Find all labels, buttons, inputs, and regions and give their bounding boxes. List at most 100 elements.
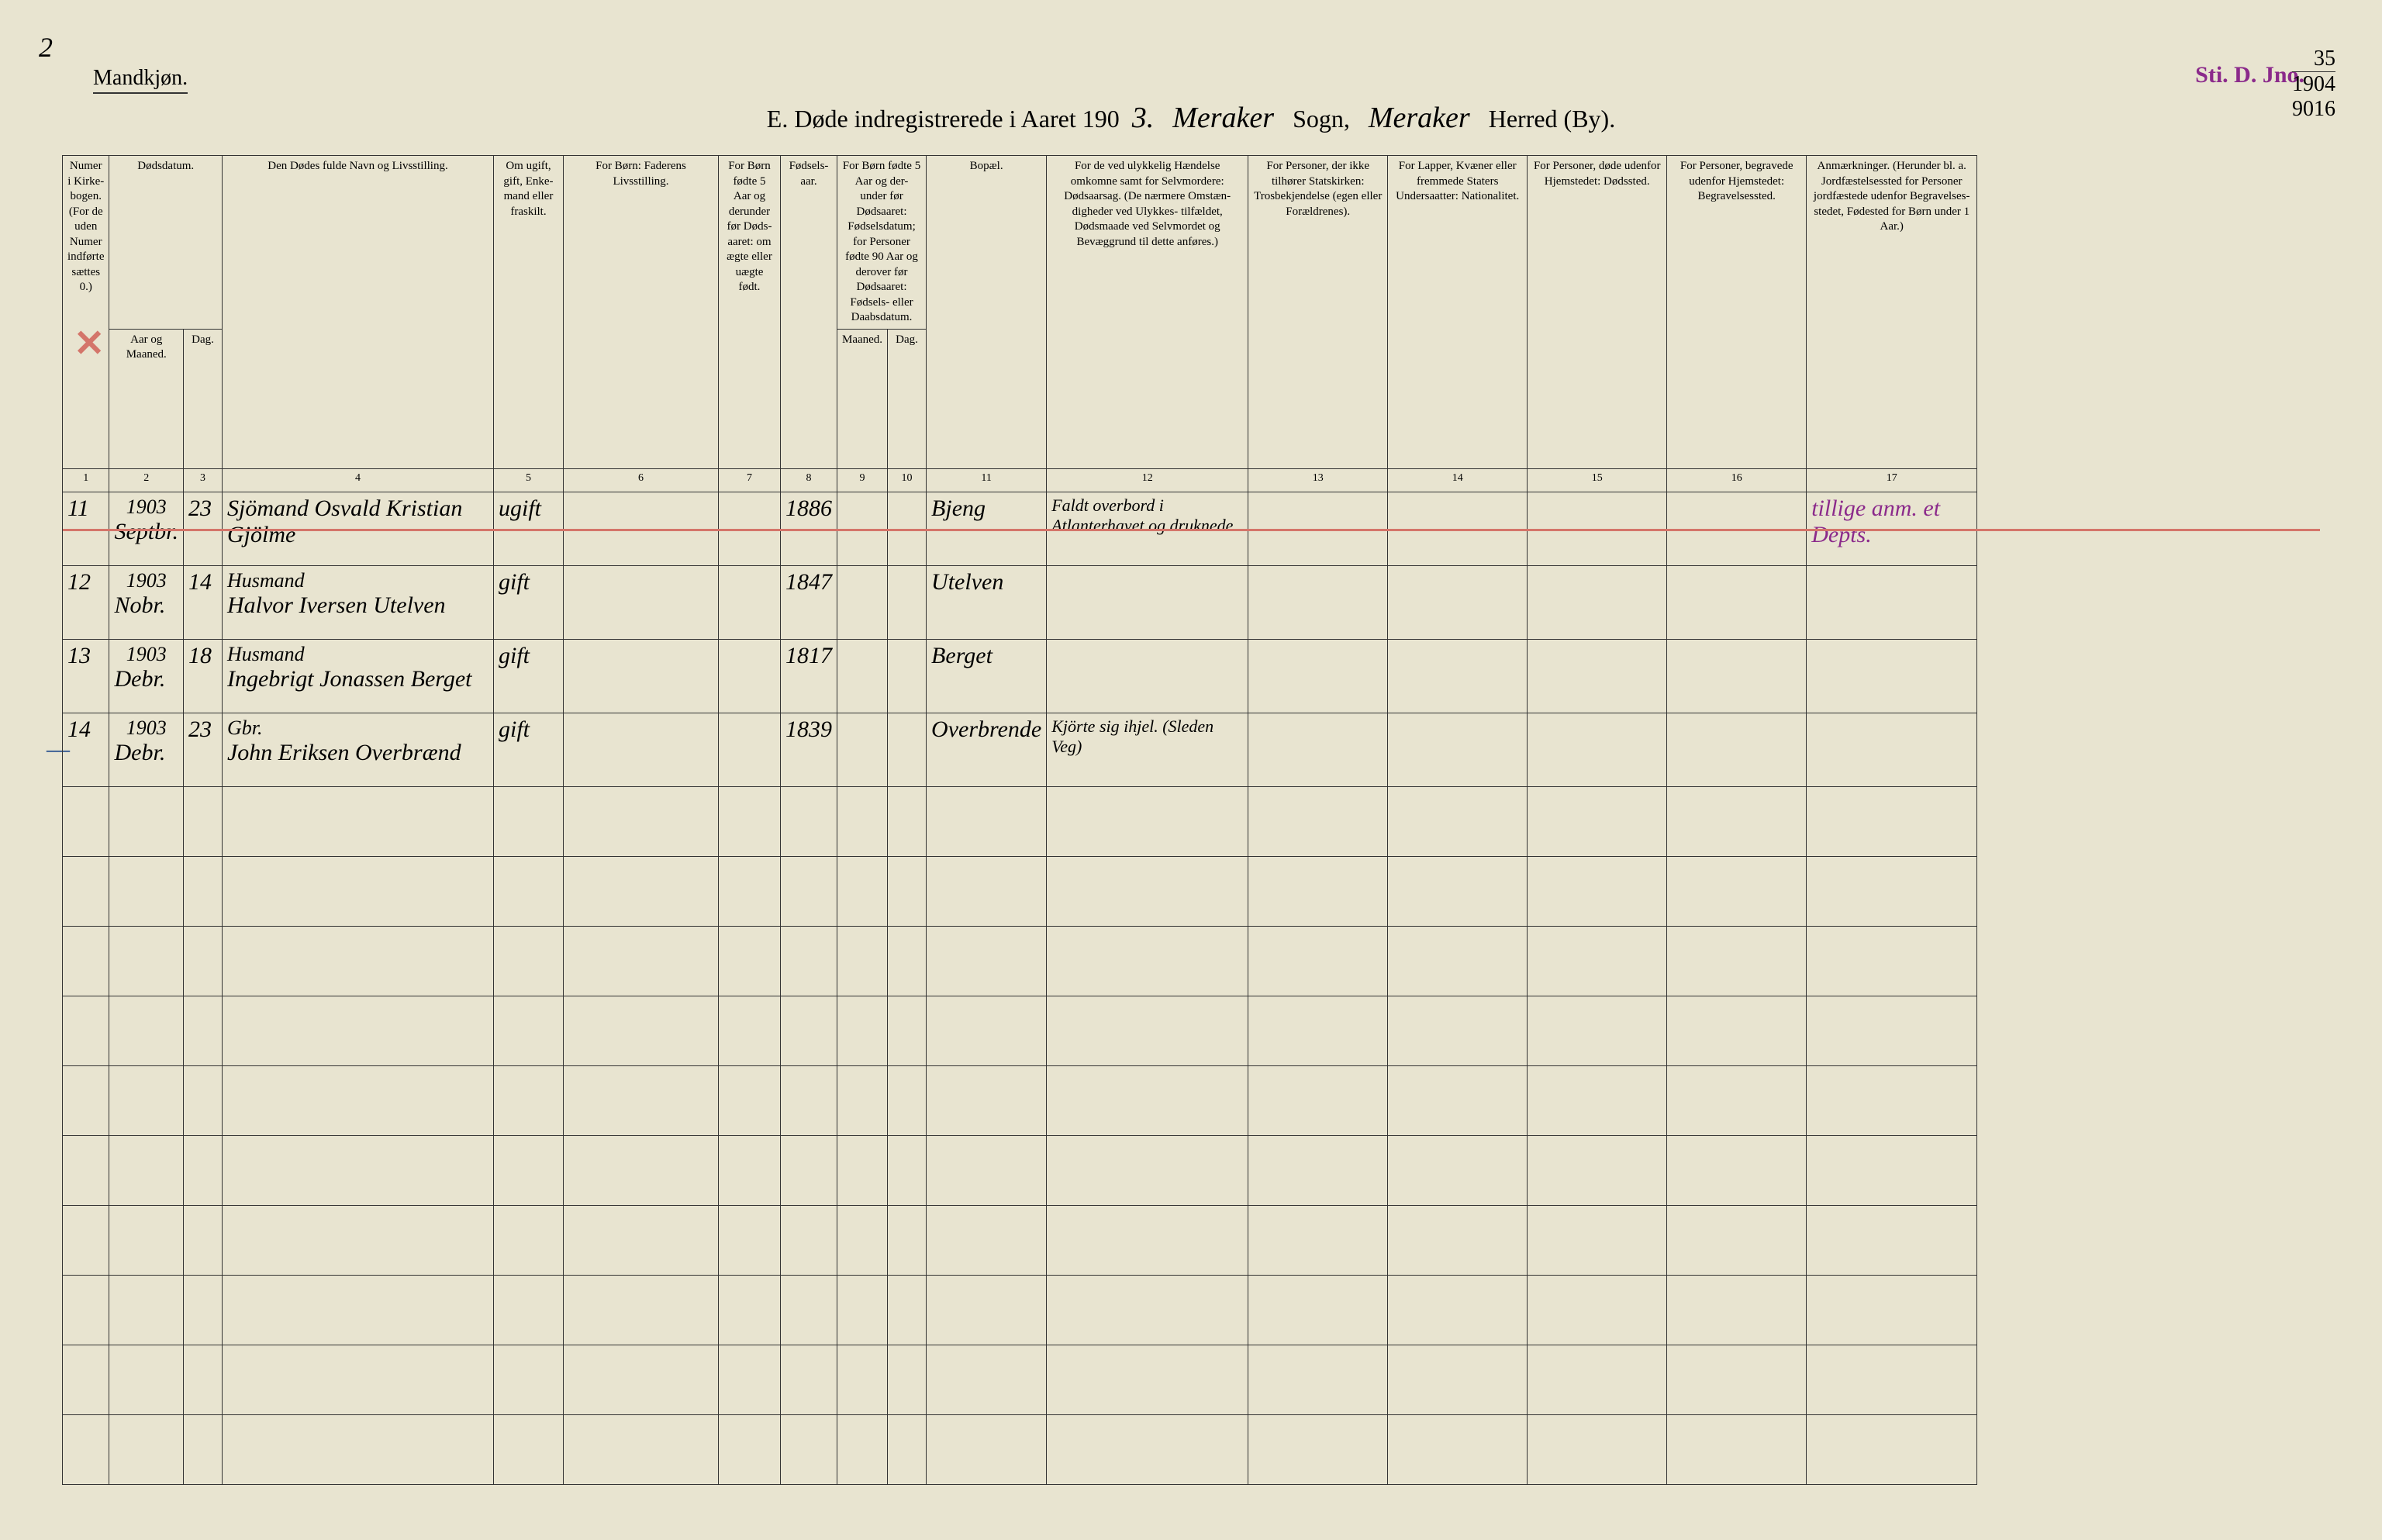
colnum: 17 bbox=[1807, 468, 1977, 492]
empty-cell bbox=[222, 926, 493, 996]
cell-num: 14 bbox=[63, 713, 109, 786]
empty-cell bbox=[493, 1065, 563, 1135]
empty-cell bbox=[1667, 856, 1807, 926]
header-birthyear: Fødsels- aar. bbox=[780, 156, 837, 469]
empty-cell bbox=[1667, 1065, 1807, 1135]
header-bday: Dag. bbox=[888, 329, 927, 468]
cell-burialplace bbox=[1667, 565, 1807, 639]
empty-cell bbox=[1248, 786, 1388, 856]
empty-cell bbox=[1248, 856, 1388, 926]
empty-row bbox=[63, 1205, 2320, 1275]
empty-cell bbox=[1667, 996, 1807, 1065]
cell-bday bbox=[888, 713, 927, 786]
cell-bmonth bbox=[837, 565, 887, 639]
empty-cell bbox=[1667, 926, 1807, 996]
table-row: 121903Nobr.14HusmandHalvor Iversen Utelv… bbox=[63, 565, 2320, 639]
empty-cell bbox=[1807, 856, 1977, 926]
colnum: 1 bbox=[63, 468, 109, 492]
cell-day: 14 bbox=[183, 565, 222, 639]
empty-cell bbox=[183, 926, 222, 996]
empty-cell bbox=[109, 856, 184, 926]
empty-cell bbox=[563, 1414, 718, 1484]
empty-cell bbox=[1388, 856, 1528, 926]
empty-cell bbox=[1528, 1065, 1667, 1135]
header-marital: Om ugift, gift, Enke- mand eller fraskil… bbox=[493, 156, 563, 469]
cell-birthtype bbox=[718, 639, 780, 713]
empty-cell bbox=[1528, 856, 1667, 926]
cell-remarks: tillige anm. et Depts. bbox=[1807, 492, 1977, 565]
empty-cell bbox=[493, 1135, 563, 1205]
cell-name: HusmandHalvor Iversen Utelven bbox=[222, 565, 493, 639]
cell-bday bbox=[888, 639, 927, 713]
column-number-row: 1 2 3 4 5 6 7 8 9 10 11 12 13 14 15 16 1… bbox=[63, 468, 2320, 492]
header-father: For Børn: Faderens Livsstilling. bbox=[563, 156, 718, 469]
table-body: 111903Septbr.23Sjömand Osvald Kristian G… bbox=[63, 492, 2320, 1484]
empty-row bbox=[63, 926, 2320, 996]
table-row: 131903Debr.18HusmandIngebrigt Jonassen B… bbox=[63, 639, 2320, 713]
stamp-numbers: 35 1904 9016 bbox=[2292, 47, 2335, 122]
cell-birthtype bbox=[718, 713, 780, 786]
empty-cell bbox=[222, 1205, 493, 1275]
title-row: E. Døde indregistrerede i Aaret 190 3. Me… bbox=[16, 101, 2366, 135]
empty-cell bbox=[1388, 1345, 1528, 1414]
empty-cell bbox=[1807, 1345, 1977, 1414]
header-birthdate: For Børn fødte 5 Aar og der- under før D… bbox=[837, 156, 926, 330]
empty-cell bbox=[1248, 1205, 1388, 1275]
empty-cell bbox=[888, 786, 927, 856]
header-num: Numer i Kirke- bogen. (For de uden Numer… bbox=[63, 156, 109, 469]
header-birthtype: For Børn fødte 5 Aar og derunder før Død… bbox=[718, 156, 780, 469]
colnum: 6 bbox=[563, 468, 718, 492]
empty-cell bbox=[888, 1414, 927, 1484]
empty-cell bbox=[837, 1135, 887, 1205]
colnum: 10 bbox=[888, 468, 927, 492]
empty-cell bbox=[888, 996, 927, 1065]
cell-remarks bbox=[1807, 639, 1977, 713]
cell-day: 23 bbox=[183, 492, 222, 565]
year-suffix: 3. bbox=[1132, 102, 1155, 134]
colnum: 3 bbox=[183, 468, 222, 492]
cell-num: 12 bbox=[63, 565, 109, 639]
cell-faith bbox=[1248, 565, 1388, 639]
colnum: 13 bbox=[1248, 468, 1388, 492]
empty-cell bbox=[183, 1065, 222, 1135]
empty-row bbox=[63, 1065, 2320, 1135]
empty-cell bbox=[222, 786, 493, 856]
empty-cell bbox=[183, 1205, 222, 1275]
empty-cell bbox=[109, 1414, 184, 1484]
herred-value: Meraker bbox=[1369, 102, 1470, 134]
empty-cell bbox=[1388, 1135, 1528, 1205]
cell-birthtype bbox=[718, 492, 780, 565]
empty-cell bbox=[63, 1275, 109, 1345]
empty-cell bbox=[109, 786, 184, 856]
title-prefix: E. Døde indregistrerede i Aaret 190 bbox=[767, 105, 1120, 133]
empty-cell bbox=[63, 856, 109, 926]
empty-row bbox=[63, 1414, 2320, 1484]
cell-residence: Berget bbox=[927, 639, 1047, 713]
empty-cell bbox=[837, 996, 887, 1065]
colnum: 11 bbox=[927, 468, 1047, 492]
cell-residence: Bjeng bbox=[927, 492, 1047, 565]
empty-cell bbox=[927, 1135, 1047, 1205]
cell-marital: gift bbox=[493, 565, 563, 639]
empty-cell bbox=[1047, 786, 1248, 856]
colnum: 15 bbox=[1528, 468, 1667, 492]
empty-cell bbox=[780, 1135, 837, 1205]
empty-cell bbox=[222, 996, 493, 1065]
header-day: Dag. bbox=[183, 329, 222, 468]
empty-cell bbox=[109, 926, 184, 996]
empty-cell bbox=[563, 926, 718, 996]
empty-cell bbox=[1248, 926, 1388, 996]
cell-burialplace bbox=[1667, 492, 1807, 565]
empty-cell bbox=[183, 1345, 222, 1414]
cell-nationality bbox=[1388, 639, 1528, 713]
empty-cell bbox=[1047, 1065, 1248, 1135]
header-cause: For de ved ulykkelig Hændelse omkomne sa… bbox=[1047, 156, 1248, 469]
empty-cell bbox=[718, 1135, 780, 1205]
empty-cell bbox=[183, 856, 222, 926]
empty-cell bbox=[927, 786, 1047, 856]
empty-cell bbox=[1388, 996, 1528, 1065]
cell-deathplace bbox=[1528, 713, 1667, 786]
table-row: 111903Septbr.23Sjömand Osvald Kristian G… bbox=[63, 492, 2320, 565]
cell-burialplace bbox=[1667, 713, 1807, 786]
cell-month: 1903Septbr. bbox=[109, 492, 184, 565]
